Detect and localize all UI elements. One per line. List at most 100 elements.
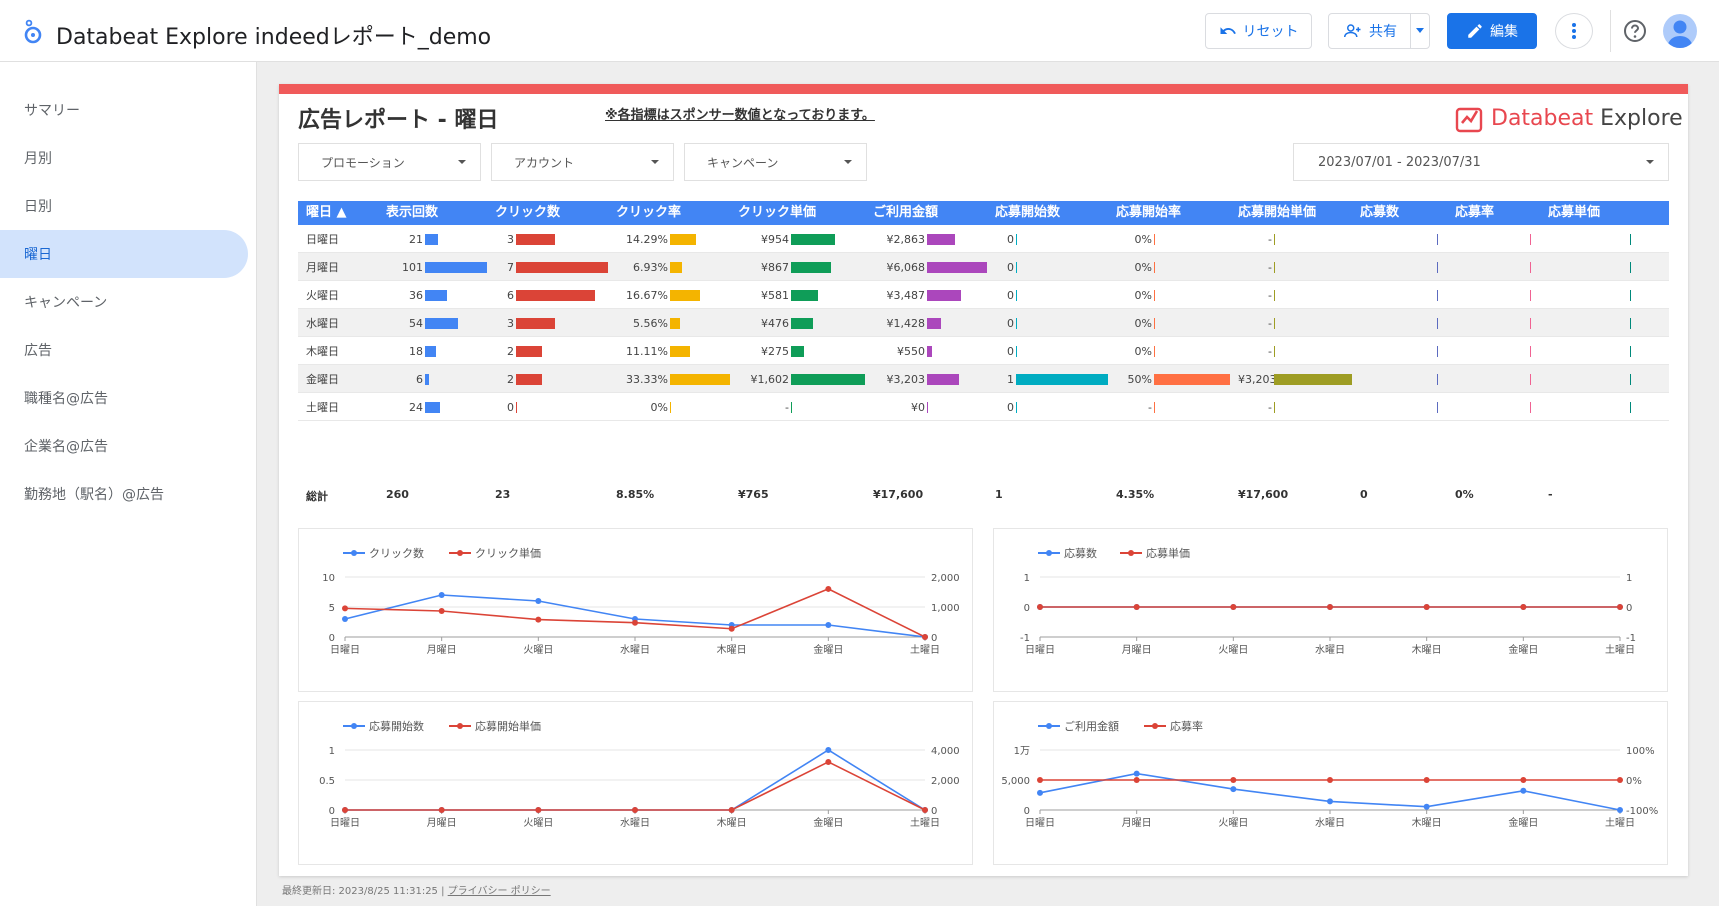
- table-row[interactable]: 月曜日 101 7 6.93% ¥867 ¥6,068 0 0% -: [298, 253, 1669, 281]
- nav-item-daily[interactable]: 日別: [24, 199, 52, 215]
- data-point[interactable]: [922, 807, 928, 813]
- data-point[interactable]: [1230, 777, 1237, 783]
- nav-item-company[interactable]: 企業名@広告: [24, 439, 108, 455]
- metric-bar: [1016, 289, 1017, 301]
- data-point[interactable]: [1520, 777, 1527, 783]
- data-point[interactable]: [1617, 807, 1623, 813]
- data-point[interactable]: [1037, 604, 1043, 610]
- column-header-5[interactable]: ご利用金額: [873, 205, 939, 220]
- nav-item-job-title[interactable]: 職種名@広告: [24, 391, 108, 407]
- data-point[interactable]: [1423, 777, 1430, 783]
- legend-item[interactable]: 応募率: [1144, 719, 1203, 733]
- metric-bar: [1630, 317, 1631, 329]
- column-header-4[interactable]: クリック単価: [738, 205, 817, 220]
- data-point[interactable]: [535, 616, 542, 623]
- total-cell: ¥17,600: [1238, 488, 1289, 501]
- data-point[interactable]: [825, 585, 832, 592]
- data-point[interactable]: [1327, 777, 1333, 783]
- data-point[interactable]: [825, 747, 832, 753]
- nav-item-campaign[interactable]: キャンペーン: [24, 295, 108, 311]
- data-point[interactable]: [535, 598, 542, 604]
- avatar[interactable]: [1663, 14, 1697, 48]
- data-point[interactable]: [1617, 604, 1623, 610]
- nav-item-ad[interactable]: 広告: [24, 343, 52, 359]
- help-icon[interactable]: [1622, 18, 1648, 44]
- account-filter[interactable]: アカウント: [491, 143, 674, 181]
- data-point[interactable]: [1520, 787, 1527, 794]
- metric-value: 7: [507, 260, 514, 274]
- data-point[interactable]: [1133, 770, 1140, 777]
- data-point[interactable]: [342, 616, 348, 622]
- data-point[interactable]: [1617, 777, 1623, 783]
- data-point[interactable]: [632, 619, 638, 626]
- reset-button[interactable]: リセット: [1205, 13, 1312, 49]
- total-cell: -: [1548, 488, 1553, 501]
- data-point[interactable]: [825, 622, 832, 628]
- data-point[interactable]: [1133, 604, 1140, 610]
- table-row[interactable]: 火曜日 36 6 16.67% ¥581 ¥3,487 0 0% -: [298, 281, 1669, 309]
- data-point[interactable]: [438, 607, 445, 614]
- total-cell: 0%: [1455, 488, 1474, 501]
- share-button[interactable]: 共有: [1328, 13, 1412, 49]
- metric-bar: [425, 345, 436, 357]
- campaign-filter[interactable]: キャンペーン: [684, 143, 867, 181]
- data-point[interactable]: [438, 592, 445, 598]
- column-header-6[interactable]: 応募開始数: [995, 205, 1061, 220]
- legend-item[interactable]: クリック単価: [449, 546, 541, 560]
- data-point[interactable]: [1423, 803, 1430, 810]
- column-header-8[interactable]: 応募開始単価: [1238, 205, 1317, 220]
- data-point[interactable]: [1520, 604, 1527, 610]
- table-row[interactable]: 木曜日 18 2 11.11% ¥275 ¥550 0 0% -: [298, 337, 1669, 365]
- nav-item-location[interactable]: 勤務地（駅名）@広告: [24, 487, 164, 503]
- column-header-11[interactable]: 応募単価: [1548, 205, 1601, 220]
- x-tick-label: 土曜日: [1605, 643, 1635, 656]
- data-point[interactable]: [1037, 777, 1043, 783]
- data-point[interactable]: [825, 758, 832, 765]
- table-row[interactable]: 日曜日 21 3 14.29% ¥954 ¥2,863 0 0% -: [298, 225, 1669, 253]
- data-point[interactable]: [1133, 777, 1140, 783]
- legend-item[interactable]: 応募数: [1038, 546, 1097, 560]
- data-point[interactable]: [1037, 789, 1043, 796]
- column-header-10[interactable]: 応募率: [1455, 205, 1495, 220]
- data-point[interactable]: [632, 807, 638, 813]
- date-range-picker[interactable]: 2023/07/01 - 2023/07/31: [1293, 143, 1669, 181]
- nav-item-summary[interactable]: サマリー: [24, 103, 80, 119]
- data-point[interactable]: [1327, 798, 1333, 805]
- column-header-1[interactable]: 表示回数: [386, 205, 439, 220]
- column-header-0[interactable]: 曜日 ▲: [306, 205, 347, 220]
- share-dropdown-button[interactable]: [1410, 13, 1430, 49]
- data-point[interactable]: [1230, 786, 1237, 793]
- edit-button[interactable]: 編集: [1447, 13, 1537, 49]
- metric-value: 2: [507, 372, 514, 386]
- legend-item[interactable]: 応募開始単価: [449, 719, 541, 733]
- data-point[interactable]: [438, 807, 445, 813]
- data-point[interactable]: [922, 634, 928, 640]
- column-header-7[interactable]: 応募開始率: [1116, 205, 1182, 220]
- data-point[interactable]: [342, 807, 348, 813]
- legend-item[interactable]: 応募開始数: [343, 719, 424, 733]
- nav-item-monthly[interactable]: 月別: [24, 151, 52, 167]
- legend-marker: [351, 550, 357, 556]
- promotion-filter[interactable]: プロモーション: [298, 143, 481, 181]
- column-header-9[interactable]: 応募数: [1360, 205, 1400, 220]
- metric-value: 0%: [1134, 232, 1152, 246]
- data-point[interactable]: [535, 807, 542, 813]
- data-point[interactable]: [1423, 604, 1430, 610]
- data-point[interactable]: [1230, 604, 1237, 610]
- data-point[interactable]: [342, 605, 348, 612]
- legend-item[interactable]: クリック数: [343, 547, 424, 560]
- more-options-button[interactable]: [1555, 13, 1593, 49]
- table-row[interactable]: 金曜日 6 2 33.33% ¥1,602 ¥3,203 1 50% ¥3,203: [298, 365, 1669, 393]
- data-point[interactable]: [728, 807, 735, 813]
- data-point[interactable]: [1327, 604, 1333, 610]
- data-point[interactable]: [728, 625, 735, 632]
- table-row[interactable]: 土曜日 24 0 0% - ¥0 0 - -: [298, 393, 1669, 421]
- metric-cell: -: [1238, 281, 1354, 309]
- privacy-policy-link[interactable]: プライバシー ポリシー: [447, 886, 551, 897]
- column-header-3[interactable]: クリック率: [616, 205, 682, 220]
- table-row[interactable]: 水曜日 54 3 5.56% ¥476 ¥1,428 0 0% -: [298, 309, 1669, 337]
- legend-item[interactable]: ご利用金額: [1038, 719, 1119, 733]
- nav-item-weekday[interactable]: 曜日: [0, 230, 248, 278]
- column-header-2[interactable]: クリック数: [495, 205, 561, 220]
- legend-item[interactable]: 応募単価: [1120, 546, 1190, 560]
